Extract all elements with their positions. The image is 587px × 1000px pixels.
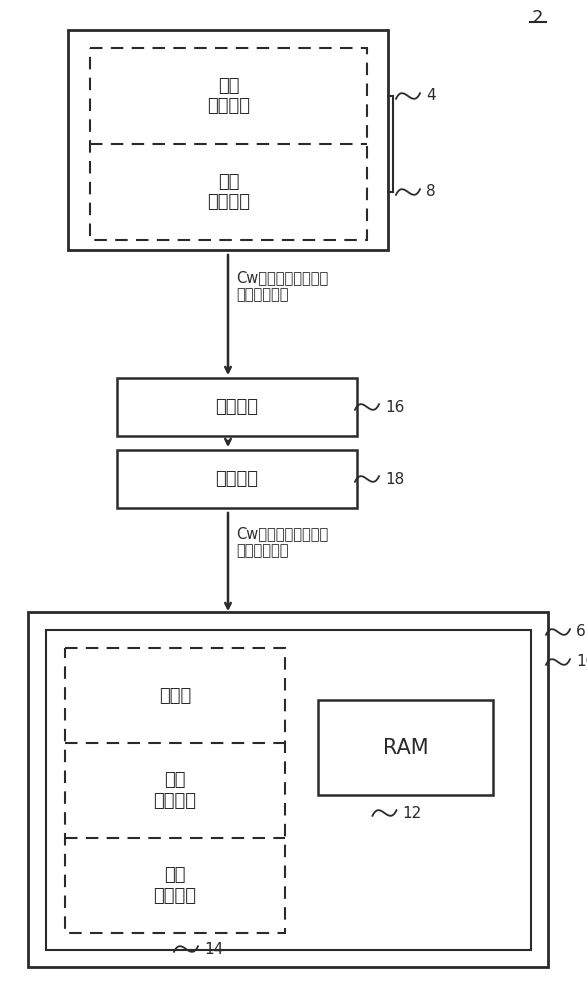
Bar — [318, 700, 493, 795]
Bar — [65, 648, 285, 933]
Bar — [46, 630, 531, 950]
Text: 第二
触控程序: 第二 触控程序 — [153, 866, 197, 905]
Text: 10: 10 — [576, 654, 587, 670]
Text: 4: 4 — [426, 89, 436, 104]
Text: 8: 8 — [426, 184, 436, 200]
Bar — [28, 612, 548, 967]
Text: 第一
触控参数: 第一 触控参数 — [207, 77, 250, 115]
Text: 6: 6 — [576, 624, 586, 640]
Text: Cw、第一触控参数、
第一触控程序: Cw、第一触控参数、 第一触控程序 — [236, 526, 328, 558]
Bar — [117, 378, 357, 436]
Text: 18: 18 — [385, 472, 404, 487]
Bar — [90, 48, 367, 240]
Text: RAM: RAM — [383, 738, 429, 758]
Text: 16: 16 — [385, 399, 404, 414]
Text: 传输接口: 传输接口 — [215, 470, 258, 488]
Text: 第二
触控参数: 第二 触控参数 — [153, 771, 197, 810]
Text: 演算法: 演算法 — [159, 686, 191, 704]
Bar — [68, 30, 388, 250]
Text: 第一
触控程序: 第一 触控程序 — [207, 173, 250, 211]
Text: 12: 12 — [403, 806, 421, 820]
Bar — [117, 450, 357, 508]
Text: Cw、第一触控参数、
第一触控程序: Cw、第一触控参数、 第一触控程序 — [236, 270, 328, 302]
Text: 14: 14 — [204, 942, 223, 956]
Text: 南桥芯片: 南桥芯片 — [215, 398, 258, 416]
Text: 2: 2 — [531, 9, 543, 27]
